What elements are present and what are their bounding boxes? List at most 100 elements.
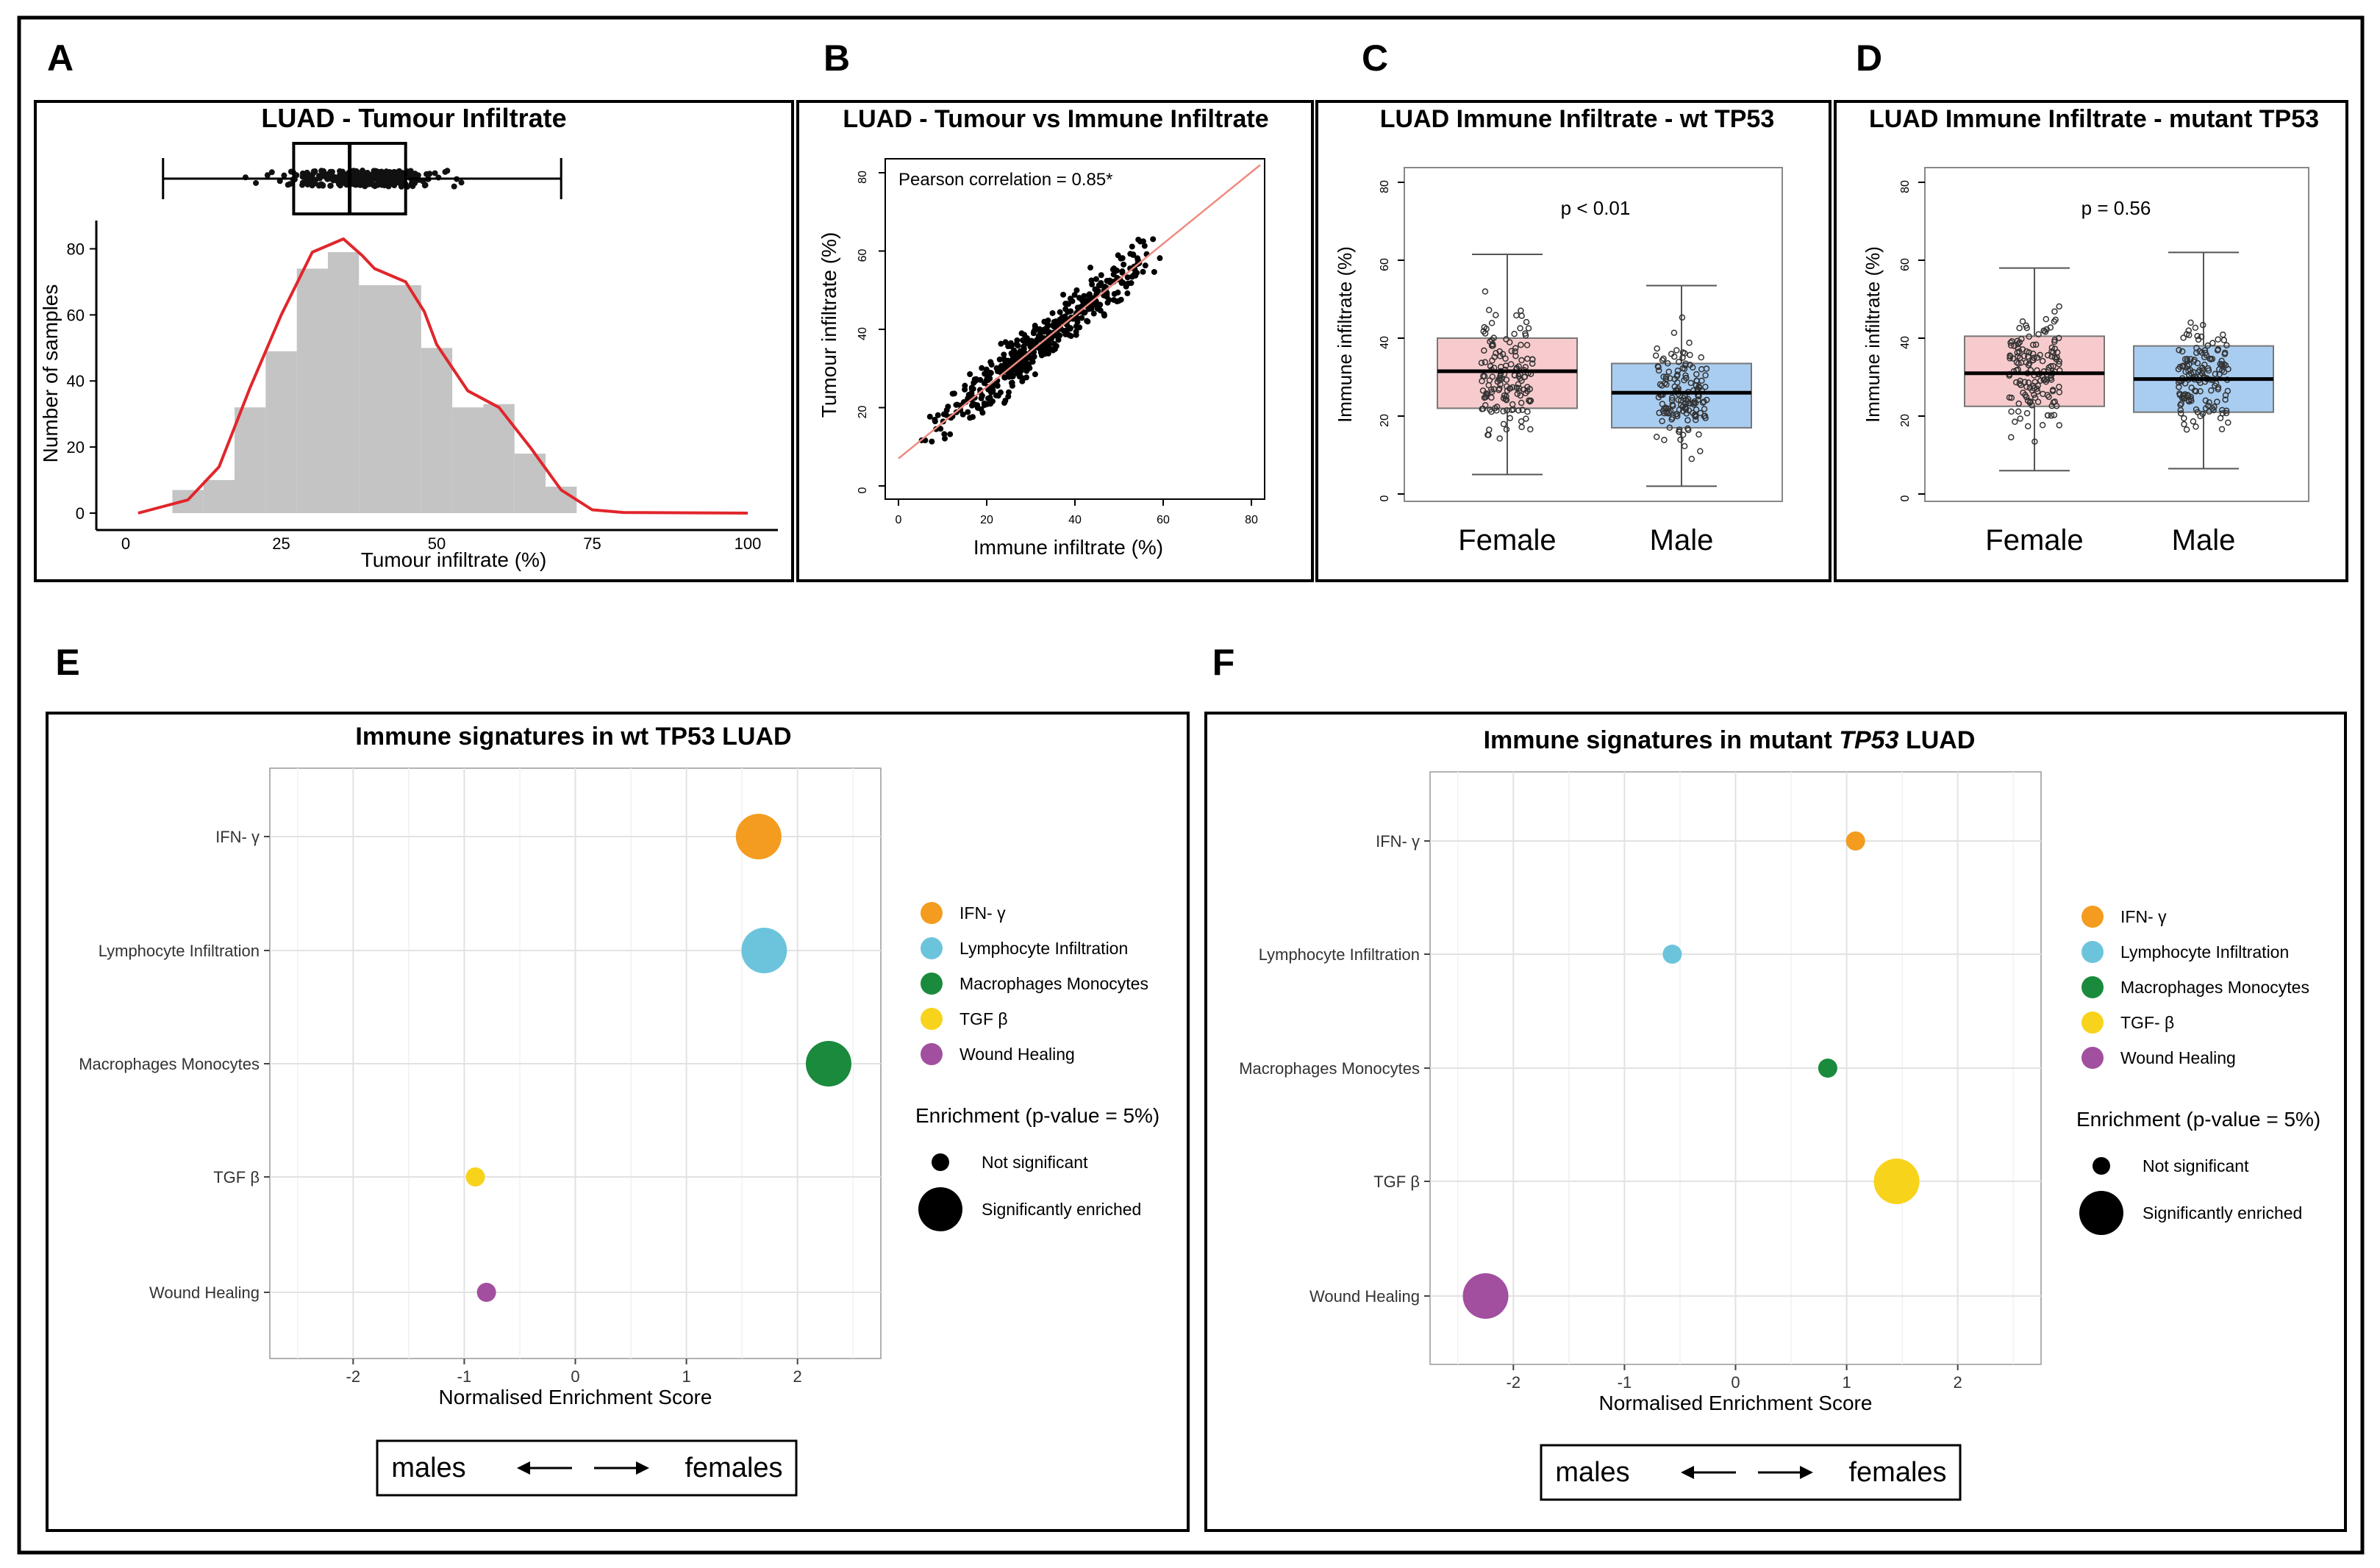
jitter-point [2043,315,2050,323]
jitter-point [1513,312,1520,319]
jitter-point [1659,418,1665,425]
scatter-point [1086,291,1093,298]
legend-label: TGF β [959,1009,1008,1028]
scatter-point [1002,339,1009,346]
panel-letter-B: B [823,37,850,79]
jitter-point [1661,437,1668,443]
jitter-point [2020,389,2026,396]
jitter-point [1526,397,1532,404]
scatter-point [1098,279,1104,286]
x-axis-title: Tumour infiltrate (%) [361,548,547,571]
jitter-point [2184,356,2191,362]
y-tick-label: 20 [67,438,85,457]
jitter-point [408,181,415,187]
jitter-point [2218,357,2225,365]
jitter-point [372,168,379,174]
scatter-point [1045,318,1051,324]
scatter-point [1111,290,1118,297]
scatter-point [1124,274,1131,281]
jitter-point [426,171,433,177]
jitter-point [1493,312,1499,318]
jitter-point [1693,417,1699,423]
jitter-point [308,175,315,182]
scatter-point [1062,306,1069,312]
jitter-point [1693,377,1701,384]
jitter-point [2215,346,2222,353]
direction-males-label: males [391,1453,465,1483]
jitter-point [2220,368,2228,376]
jitter-point [1497,353,1504,359]
jitter-point [2019,318,2026,325]
jitter-point [1486,377,1493,384]
jitter-point [1481,347,1487,354]
jitter-point [2018,335,2025,343]
jitter-point [2030,341,2037,348]
jitter-point [1517,325,1523,332]
p-value-label: p < 0.01 [1561,197,1631,219]
jitter-point [1691,412,1698,419]
scatter-point [1023,337,1029,344]
scatter-point [932,418,938,425]
scatter-point [1135,236,1142,243]
jitter-point [2026,349,2032,356]
scatter-point [1057,309,1063,315]
scatter-point [1005,393,1012,400]
jitter-point [2034,388,2041,395]
jitter-point [2206,399,2212,406]
panel-d-chart: LUAD Immune Infiltrate - mutant TP53 0 20 4… [1862,105,2319,556]
jitter-point [1479,406,1485,412]
legend-label: Lymphocyte Infiltration [2120,942,2289,962]
jitter-point [1665,405,1672,412]
legend-label: IFN- γ [2120,907,2167,926]
jitter-point [1679,314,1686,321]
jitter-point [2193,423,2199,430]
panel-letter-A: A [47,37,74,79]
jitter-point [391,182,398,189]
scatter-point [1055,337,1062,343]
jitter-point [1495,387,1502,393]
jitter-point [1488,343,1495,349]
scatter-point [1073,332,1079,338]
jitter-point [2205,367,2212,374]
legend-label: TGF- β [2120,1013,2174,1032]
legend-size-title: Enrichment (p-value = 5%) [2076,1108,2320,1131]
jitter-point [1669,394,1676,401]
jitter-point [2008,408,2015,415]
histogram-bar [390,284,421,513]
scatter-point [998,340,1004,347]
jitter-point [1523,342,1531,348]
jitter-point [335,181,342,187]
dot-3 [805,1041,851,1086]
scatter-point [1157,255,1163,262]
scatter-point [1093,276,1099,282]
jitter-point [1687,351,1693,359]
scatter-point [1001,400,1008,407]
scatter-point [1038,327,1045,334]
jitter-point [2219,407,2226,414]
jitter-point [1676,426,1683,433]
chart-title: LUAD Immune Infiltrate - wt TP53 [1380,105,1775,133]
jitter-point [1676,429,1683,435]
jitter-point [1675,396,1682,404]
y-axis-title: Immune infiltrate (%) [1334,246,1356,423]
jitter-point [1529,360,1536,367]
jitter-point [2006,352,2013,359]
scatter-point [1016,373,1023,380]
jitter-point [2192,324,2199,332]
legend-label: Macrophages Monocytes [2120,978,2309,997]
jitter-point [1698,365,1705,373]
category-label: Lymphocyte Infiltration [1259,945,1420,964]
jitter-point [2056,422,2063,429]
scatter-point [1021,359,1028,366]
dot-3 [1818,1059,1837,1078]
jitter-point [354,180,361,187]
jitter-point [2034,354,2041,361]
scatter-point [1066,332,1073,338]
jitter-point [2194,359,2201,367]
jitter-point [1488,394,1495,401]
jitter-point [1682,374,1690,382]
jitter-point [415,172,421,179]
chart-title: LUAD - Tumour vs Immune Infiltrate [843,105,1268,133]
jitter-point [2185,327,2192,334]
arrow-right-head [636,1461,649,1475]
